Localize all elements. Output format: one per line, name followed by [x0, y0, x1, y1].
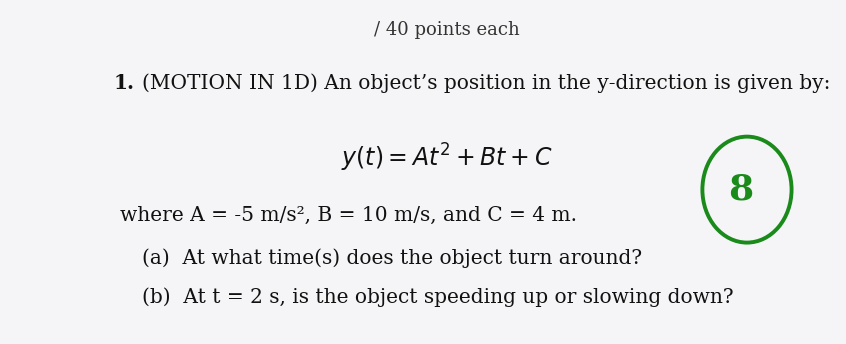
Text: / 40 points each: / 40 points each	[374, 21, 519, 39]
Text: (MOTION IN 1D) An object’s position in the y-direction is given by:: (MOTION IN 1D) An object’s position in t…	[142, 73, 830, 93]
Text: 8: 8	[728, 173, 753, 207]
Text: 1.: 1.	[113, 73, 135, 93]
Text: where A = -5 m/s², B = 10 m/s, and C = 4 m.: where A = -5 m/s², B = 10 m/s, and C = 4…	[120, 205, 577, 225]
Text: $y(t) = At^2 + Bt + C$: $y(t) = At^2 + Bt + C$	[341, 142, 552, 174]
Text: (a)  At what time(s) does the object turn around?: (a) At what time(s) does the object turn…	[142, 248, 642, 268]
Text: (b)  At t = 2 s, is the object speeding up or slowing down?: (b) At t = 2 s, is the object speeding u…	[142, 288, 733, 307]
